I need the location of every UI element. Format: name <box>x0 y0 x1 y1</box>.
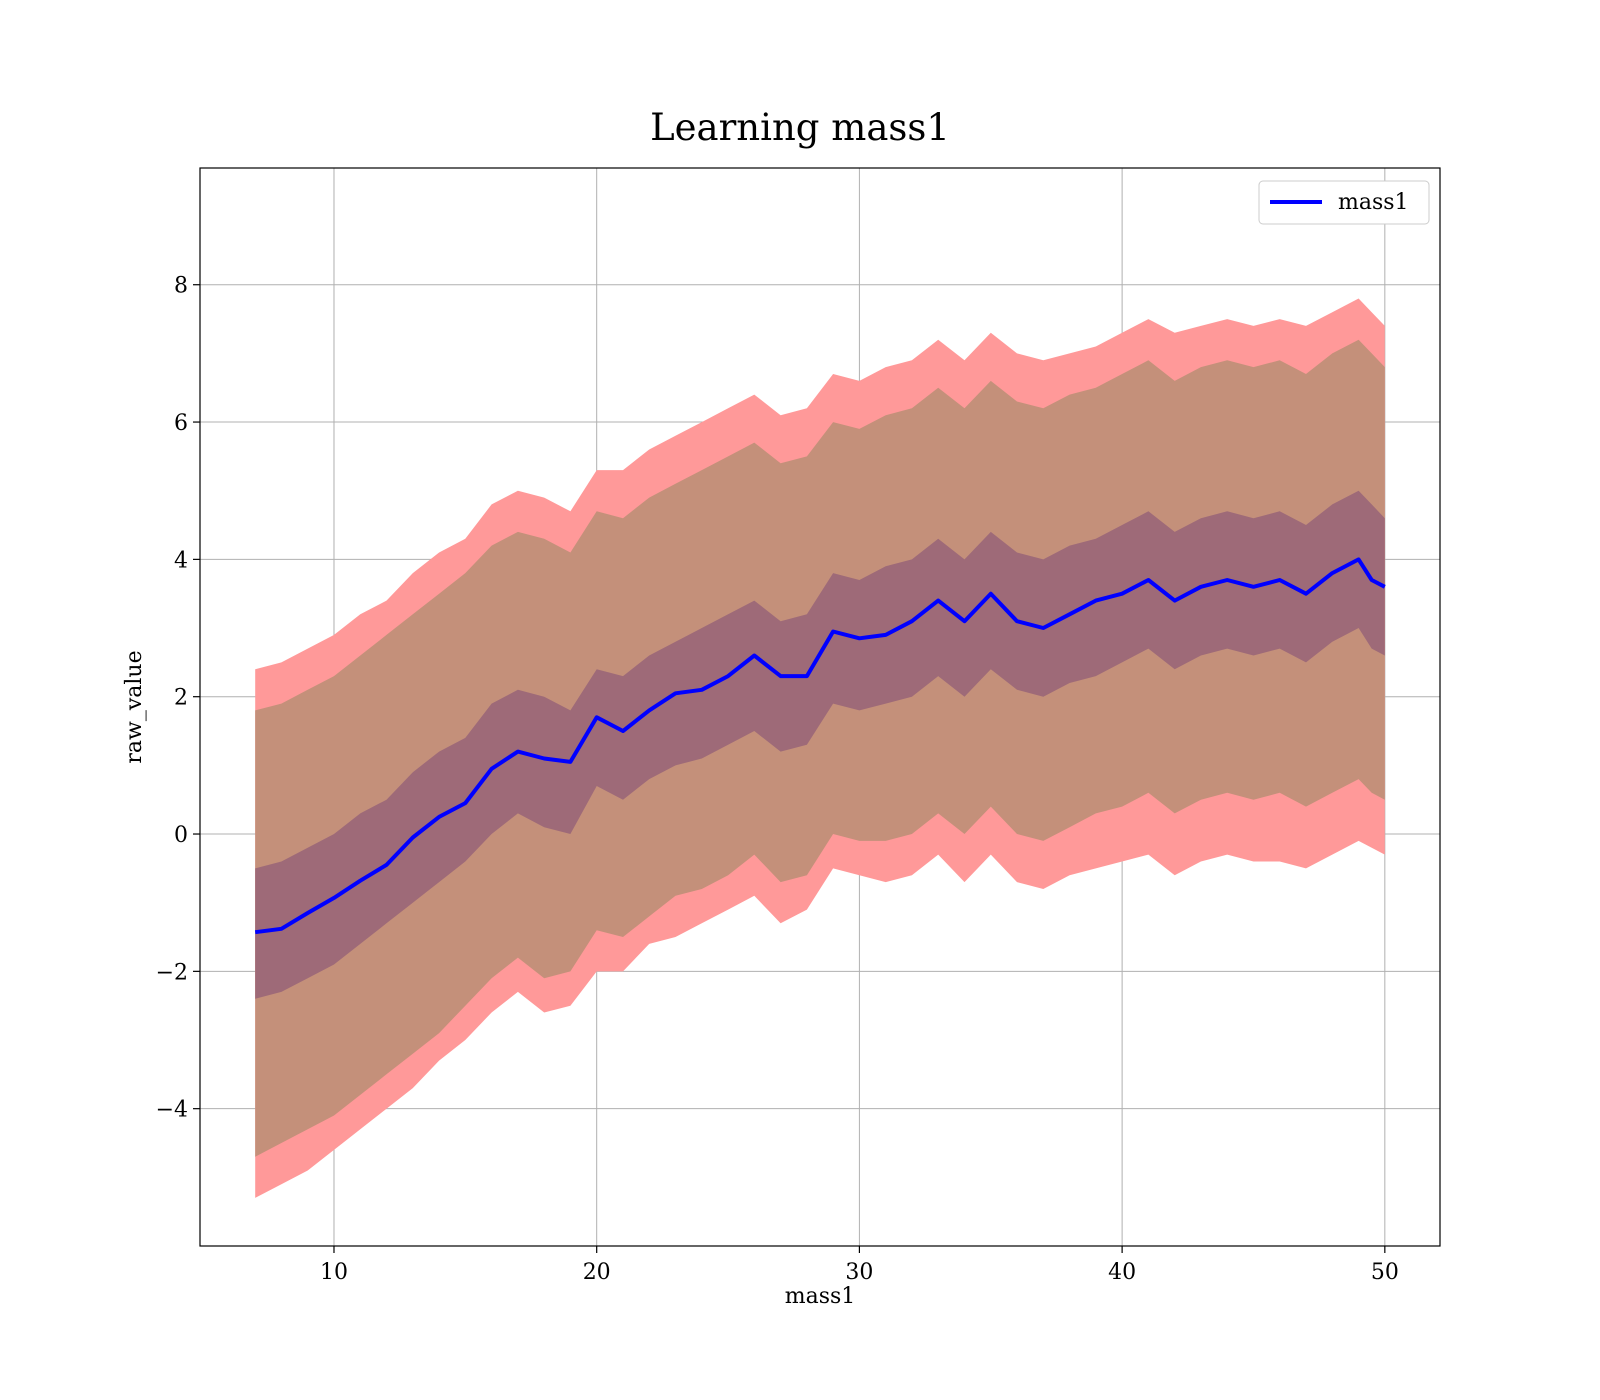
x-tick-label: 30 <box>845 1260 873 1285</box>
legend: mass1 <box>1258 180 1430 225</box>
plot-frame <box>199 167 1441 1247</box>
x-tick-label: 50 <box>1371 1260 1399 1285</box>
x-tick-label: 10 <box>320 1260 348 1285</box>
x-tick-label: 20 <box>583 1260 611 1285</box>
y-tick-label: 2 <box>174 686 188 711</box>
axis-ticks: 10 20 30 40 50 −4 −2 0 2 4 6 8 <box>156 274 1399 1285</box>
legend-label: mass1 <box>1338 190 1409 215</box>
series-lines <box>254 557 1386 935</box>
y-tick-label: 0 <box>174 823 188 848</box>
y-tick-label: 4 <box>174 548 188 573</box>
x-axis-title: mass1 <box>785 1284 856 1309</box>
chart-title: Learning mass1 <box>650 106 950 149</box>
y-axis-title: raw_value <box>122 650 147 763</box>
confidence-bands <box>255 298 1385 1198</box>
y-tick-label: −4 <box>156 1098 188 1123</box>
x-tick-label: 40 <box>1108 1260 1136 1285</box>
band-inner <box>255 490 1385 999</box>
y-tick-label: 8 <box>174 274 188 299</box>
y-tick-label: 6 <box>174 411 188 436</box>
band-mid <box>255 339 1385 1157</box>
y-tick-label: −2 <box>156 960 188 985</box>
legend-box <box>1258 180 1430 225</box>
series-line-mass1 <box>254 557 1386 935</box>
